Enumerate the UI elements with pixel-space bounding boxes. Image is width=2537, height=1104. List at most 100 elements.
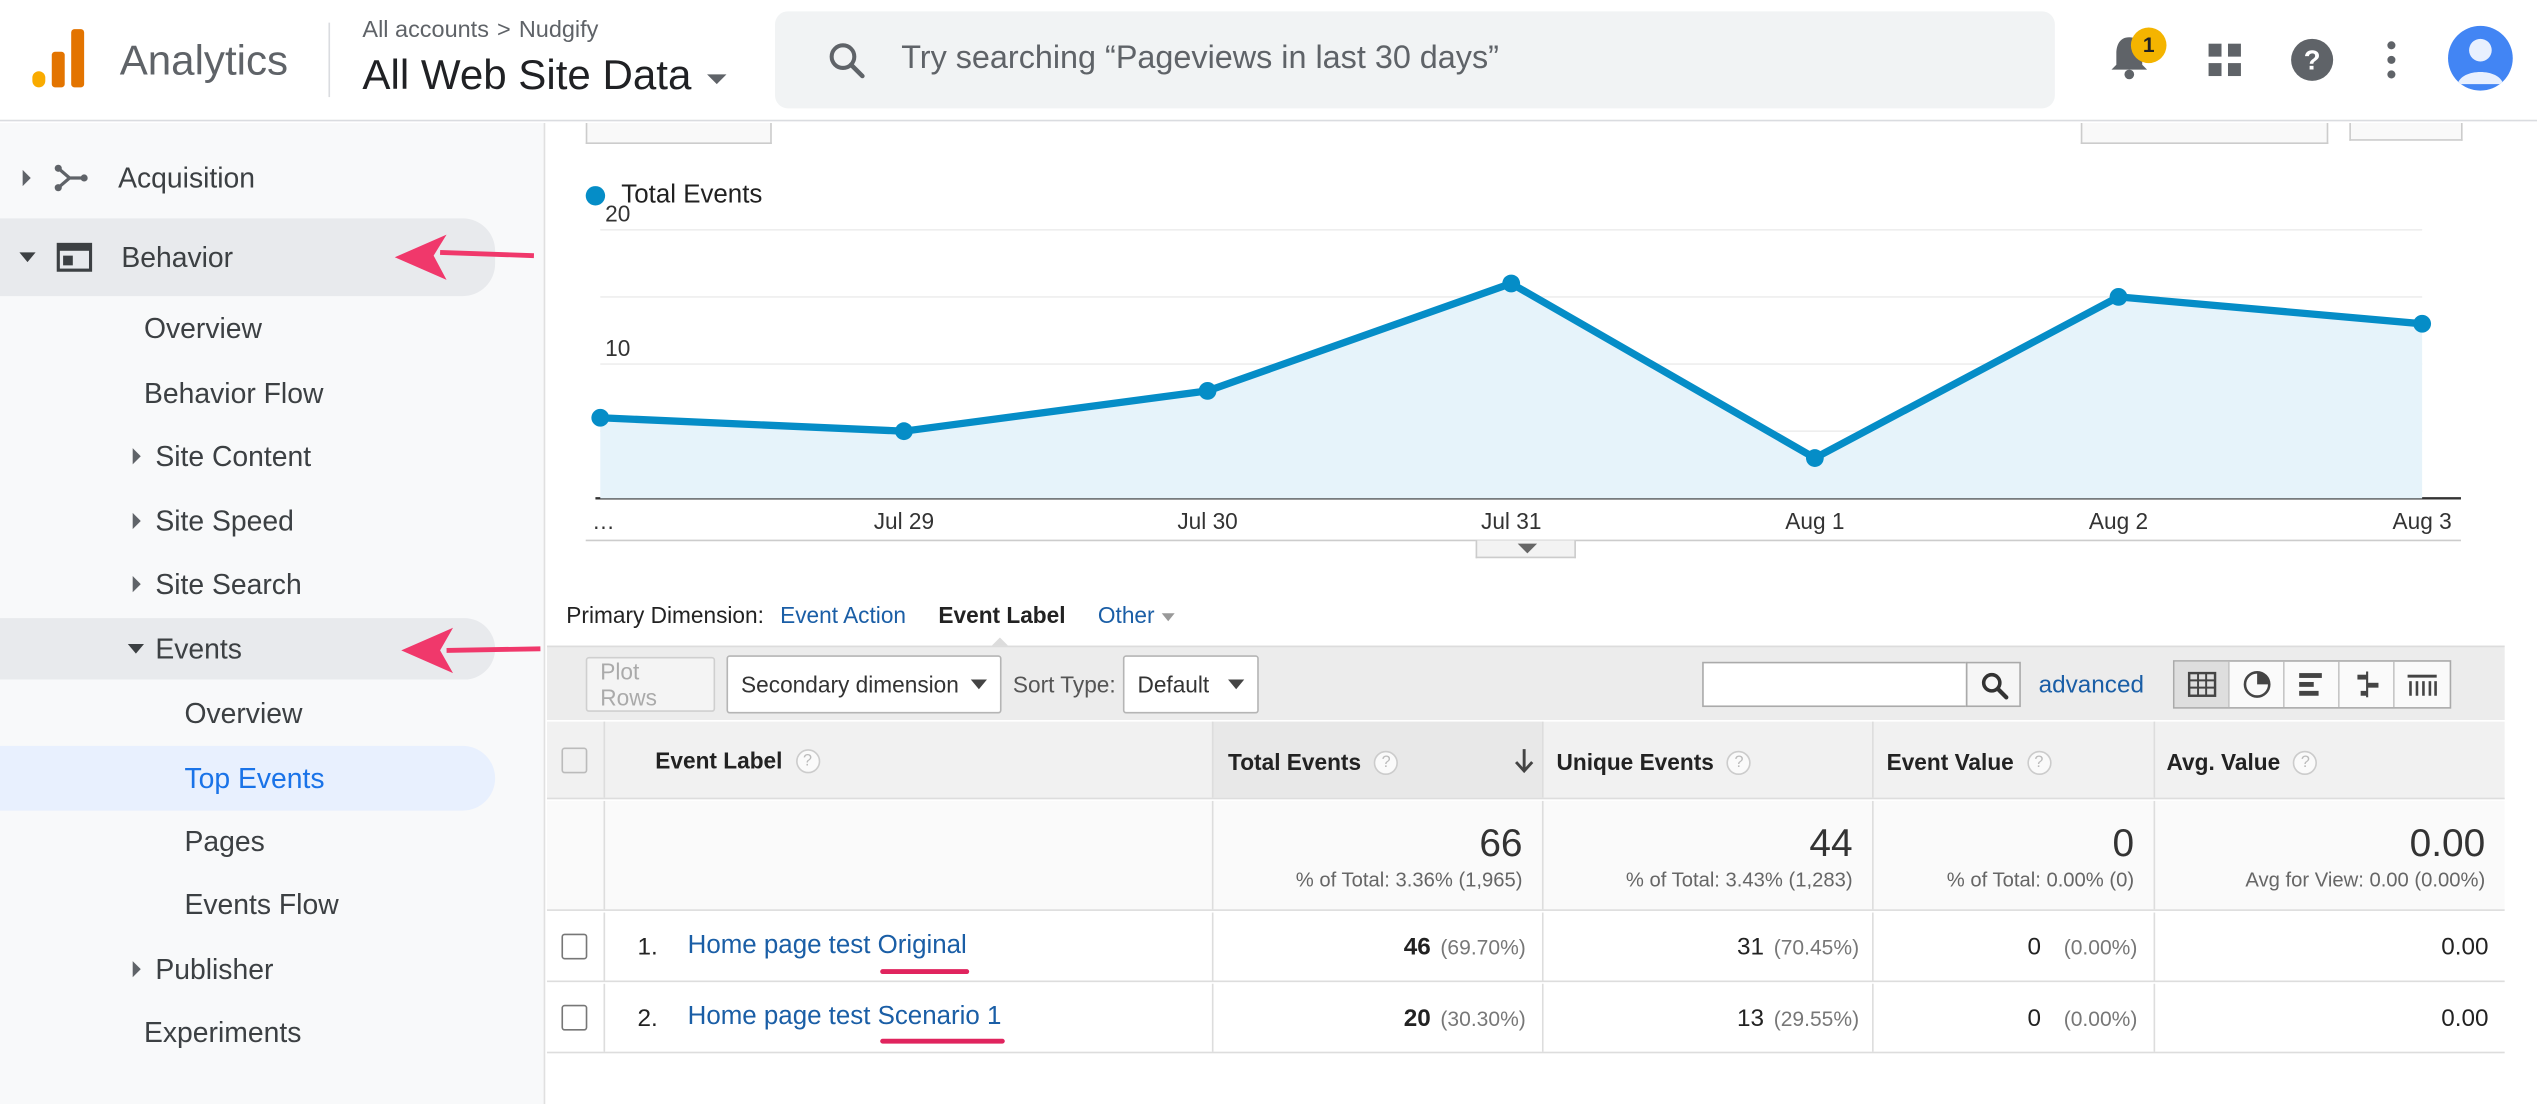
view-name: All Web Site Data — [362, 50, 692, 99]
row-event-label-link[interactable]: Home page test Original — [687, 931, 967, 960]
col-unique-events[interactable]: Unique Events? — [1544, 721, 1874, 798]
help-icon[interactable]: ? — [2289, 37, 2334, 82]
total-subtext: % of Total: 3.36% (1,965) — [1295, 868, 1523, 892]
chart-y-tick-label: 10 — [605, 335, 630, 361]
sort-type-select[interactable]: Default — [1122, 655, 1259, 714]
pivot-icon — [2407, 674, 2437, 696]
row-unique-pct: (70.45%) — [1773, 935, 1860, 960]
chevron-right-icon — [132, 961, 141, 978]
plot-rows-button[interactable]: Plot Rows — [585, 656, 716, 712]
help-icon[interactable]: ? — [1726, 749, 1752, 775]
sidebar-item-events[interactable]: Events — [0, 618, 496, 680]
col-avg-value[interactable]: Avg. Value? — [2155, 722, 2504, 798]
help-icon[interactable]: ? — [1374, 749, 1399, 775]
row-unique-events: 13 (29.55%) — [1544, 983, 1874, 1052]
annotation-arrow-icon — [401, 627, 541, 674]
breadcrumb[interactable]: All accounts > Nudgify — [362, 18, 598, 44]
breadcrumb-property[interactable]: Nudgify — [518, 17, 599, 44]
totals-unique-events: 44 % of Total: 3.43% (1,283) — [1544, 800, 1874, 910]
sidebar-item-behavior-overview[interactable]: Overview — [0, 298, 502, 359]
col-event-label[interactable]: Event Label? — [605, 721, 1214, 798]
view-selector[interactable]: All Web Site Data — [362, 50, 727, 100]
chevron-down-icon — [707, 73, 727, 84]
sidebar-item-acquisition[interactable]: Acquisition — [0, 147, 502, 208]
annotation-underline — [880, 1038, 1005, 1044]
col-header-label: Avg. Value — [2166, 749, 2281, 776]
breadcrumb-separator: > — [497, 17, 511, 44]
row-total-pct: (30.30%) — [1440, 1006, 1526, 1031]
sidebar-item-label: Site Speed — [155, 504, 294, 537]
chart-legend: Total Events — [585, 181, 763, 210]
dimension-other[interactable]: Other — [1098, 602, 1174, 628]
chart-type-stub[interactable] — [2349, 122, 2463, 141]
sidebar-item-label: Top Events — [184, 761, 325, 794]
chevron-down-icon — [127, 643, 145, 654]
sidebar-item-events-overview[interactable]: Overview — [0, 683, 502, 744]
sidebar-item-publisher[interactable]: Publisher — [0, 938, 502, 999]
legend-label: Total Events — [621, 181, 763, 209]
select-all-checkbox[interactable] — [561, 747, 588, 774]
chart-point — [2413, 314, 2432, 333]
sidebar-item-behavior-flow[interactable]: Behavior Flow — [0, 362, 502, 423]
table-totals-row: 66 % of Total: 3.36% (1,965) 44 % of Tot… — [546, 800, 2505, 911]
col-header-label: Unique Events — [1556, 749, 1714, 776]
sidebar-item-site-search[interactable]: Site Search — [0, 553, 502, 614]
dimension-event-label-text: Event Label — [938, 601, 1066, 628]
row-event-label-link[interactable]: Home page test Scenario 1 — [687, 1003, 1002, 1031]
help-icon[interactable]: ? — [795, 748, 820, 773]
notification-badge: 1 — [2130, 27, 2167, 64]
more-vert-icon[interactable] — [2385, 40, 2398, 79]
chevron-down-icon — [1228, 679, 1245, 690]
sidebar-item-site-speed[interactable]: Site Speed — [0, 490, 502, 551]
col-header-label: Event Label — [655, 747, 783, 774]
table-filter-input[interactable] — [1702, 661, 1968, 708]
row-unique-pct: (29.55%) — [1773, 1006, 1860, 1031]
col-total-events[interactable]: Total Events? — [1213, 721, 1544, 798]
totals-event-value: 0 % of Total: 0.00% (0) — [1874, 800, 2156, 910]
sidebar-item-label: Pages — [184, 824, 265, 857]
dimension-event-action[interactable]: Event Action — [780, 601, 907, 628]
select-all-cell — [547, 721, 606, 798]
sidebar-item-experiments[interactable]: Experiments — [0, 1002, 502, 1063]
table-header-row: Event Label? Total Events? Unique Events… — [546, 721, 2505, 800]
search-bar[interactable]: Try searching “Pageviews in last 30 days… — [775, 11, 2055, 109]
dimension-event-label[interactable]: Event Label — [938, 601, 1066, 648]
breadcrumb-account[interactable]: All accounts — [362, 17, 489, 44]
sidebar-item-site-content[interactable]: Site Content — [0, 426, 502, 487]
sidebar-item-label: Overview — [144, 311, 263, 344]
table-search-button[interactable] — [1965, 661, 2021, 708]
avatar[interactable] — [2448, 25, 2513, 91]
apps-grid-icon[interactable] — [2207, 42, 2243, 78]
date-range-stub[interactable] — [585, 122, 772, 145]
help-icon[interactable]: ? — [2293, 749, 2318, 775]
analytics-logo-icon[interactable] — [29, 26, 87, 91]
row-total-value: 20 — [1403, 1004, 1431, 1033]
col-event-value[interactable]: Event Value? — [1874, 721, 2156, 798]
table-view-comparison-button[interactable] — [2340, 661, 2395, 708]
totals-blank — [605, 800, 1214, 910]
row-checkbox[interactable] — [561, 933, 588, 960]
table-view-pie-button[interactable] — [2230, 661, 2285, 708]
table-view-pivot-button[interactable] — [2395, 662, 2450, 707]
chart-collapse-handle[interactable] — [1475, 540, 1576, 559]
sidebar-item-events-flow[interactable]: Events Flow — [0, 874, 502, 935]
table-view-switcher — [2172, 660, 2452, 709]
sidebar-item-top-events[interactable]: Top Events — [0, 745, 496, 811]
chart-interval-stub[interactable] — [2080, 122, 2329, 145]
table-view-performance-button[interactable] — [2285, 661, 2340, 708]
row-total-events: 46 (69.70%) — [1214, 912, 1544, 981]
sidebar: Acquisition Behavior Overview Behavior F… — [0, 122, 546, 1104]
row-event-value: 0 (0.00%) — [1874, 983, 2156, 1052]
table-view-data-button[interactable] — [2174, 661, 2230, 708]
secondary-dimension-select[interactable]: Secondary dimension — [726, 655, 1002, 714]
advanced-filter-link[interactable]: advanced — [2038, 671, 2144, 699]
chevron-right-icon — [132, 448, 141, 465]
help-icon[interactable]: ? — [2026, 749, 2051, 775]
sidebar-item-pages[interactable]: Pages — [0, 811, 502, 872]
chart-point — [1502, 274, 1521, 293]
chart-x-tick-label: Aug 2 — [2089, 508, 2148, 534]
chart-point — [895, 422, 913, 441]
row-checkbox[interactable] — [561, 1004, 588, 1031]
sidebar-item-label: Behavior Flow — [144, 376, 324, 409]
chevron-down-icon — [19, 252, 36, 263]
